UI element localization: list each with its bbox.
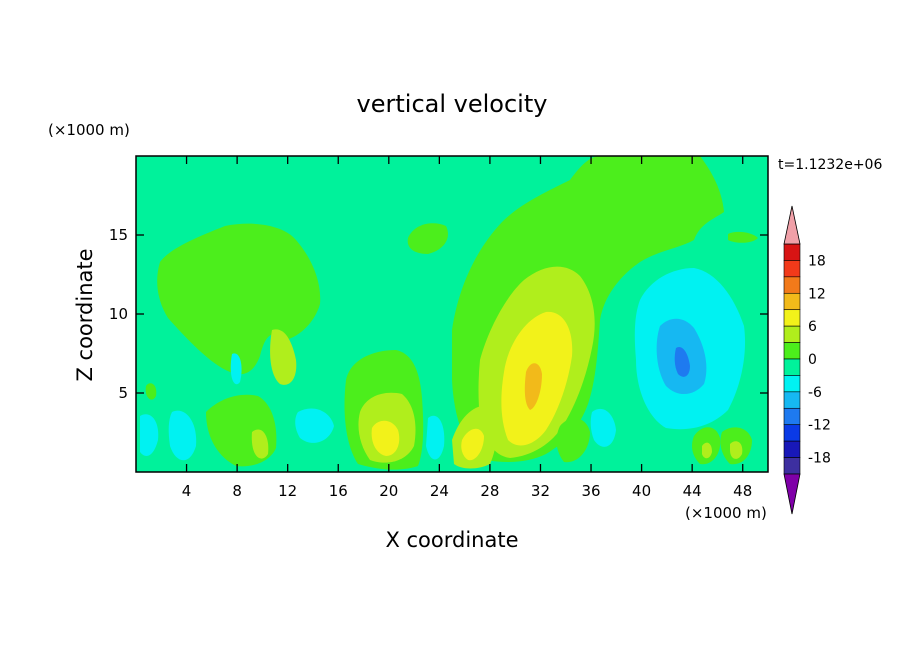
colorbar-bin <box>783 276 801 294</box>
contour-region-lower-mid-right <box>556 418 590 463</box>
contour-region-updraft-28-core <box>461 428 484 461</box>
colorbar-bin <box>783 292 801 311</box>
contour-region-neg-1 <box>140 414 159 456</box>
colorbar-tick-label: -6 <box>808 385 822 401</box>
x-tick-label: 24 <box>430 482 449 500</box>
y-tick-label: 15 <box>109 226 128 244</box>
y-unit-label: (×1000 m) <box>48 121 130 139</box>
contour-region-left-plume <box>157 223 321 375</box>
x-tick-label: 20 <box>379 482 398 500</box>
colorbar-bin <box>783 309 801 327</box>
y-tick-label: 10 <box>109 305 128 323</box>
contour-region-lower-left-inner <box>251 429 269 459</box>
colorbar-tick-label: 12 <box>808 286 826 302</box>
y-axis: 5 10 15 <box>109 226 768 402</box>
contour-region-main-updraft-core <box>524 363 542 410</box>
contour-region-lower-right-2-core <box>730 441 743 459</box>
colorbar-bin <box>783 358 801 376</box>
contour-region-small-mid <box>407 223 448 254</box>
colorbar-bin <box>783 424 801 442</box>
colorbar-bin <box>783 260 801 278</box>
x-axis: 4 8 12 16 20 24 28 32 36 40 44 48 <box>182 156 752 500</box>
x-tick-label: 40 <box>632 482 651 500</box>
y-tick-label: 5 <box>118 384 128 402</box>
colorbar-upper-extension <box>783 205 801 245</box>
contour-region-neg-6 <box>590 408 616 447</box>
time-label: t=1.1232e+06 <box>778 157 882 173</box>
colorbar-lower-extension <box>783 473 801 515</box>
contour-region-neg-3 <box>230 353 242 385</box>
x-tick-label: 32 <box>531 482 550 500</box>
x-unit-label: (×1000 m) <box>685 504 767 522</box>
colorbar-bin <box>783 243 801 261</box>
contour-region-small-upper-right <box>728 231 758 243</box>
contour-region-downdraft-core <box>674 346 690 377</box>
colorbar-ticks: 18 12 6 0 -6 -12 -18 <box>808 253 831 466</box>
y-axis-label: Z coordinate <box>73 248 97 381</box>
contour-region-left-plume-inner <box>270 329 297 385</box>
colorbar-bin <box>783 342 801 360</box>
x-tick-label: 8 <box>232 482 242 500</box>
colorbar-tick-label: -18 <box>808 451 831 467</box>
colorbar-bin <box>783 391 801 409</box>
contour-field <box>136 156 768 472</box>
colorbar-bin <box>783 375 801 393</box>
colorbar <box>783 205 801 515</box>
colorbar-bin <box>783 325 801 343</box>
colorbar-bin <box>783 440 801 458</box>
contour-region-updraft-20-core <box>371 420 400 456</box>
x-axis-label: X coordinate <box>385 528 518 552</box>
colorbar-tick-label: 18 <box>808 253 826 269</box>
x-tick-label: 36 <box>581 482 600 500</box>
contour-region-neg-2 <box>168 410 197 461</box>
x-tick-label: 4 <box>182 482 192 500</box>
x-tick-label: 16 <box>329 482 348 500</box>
colorbar-tick-label: 0 <box>808 352 817 368</box>
chart-title: vertical velocity <box>357 90 548 118</box>
contour-region-small-left <box>145 383 157 400</box>
colorbar-tick-label: -12 <box>808 418 831 434</box>
x-tick-label: 48 <box>733 482 752 500</box>
x-tick-label: 44 <box>683 482 702 500</box>
colorbar-bin <box>783 457 801 475</box>
x-tick-label: 12 <box>278 482 297 500</box>
contour-region-neg-5 <box>426 415 445 460</box>
colorbar-tick-label: 6 <box>808 319 817 335</box>
contour-region-neg-4 <box>295 408 334 443</box>
x-tick-label: 28 <box>480 482 499 500</box>
colorbar-bin <box>783 407 801 426</box>
contour-region-lower-right-1-core <box>702 442 712 459</box>
